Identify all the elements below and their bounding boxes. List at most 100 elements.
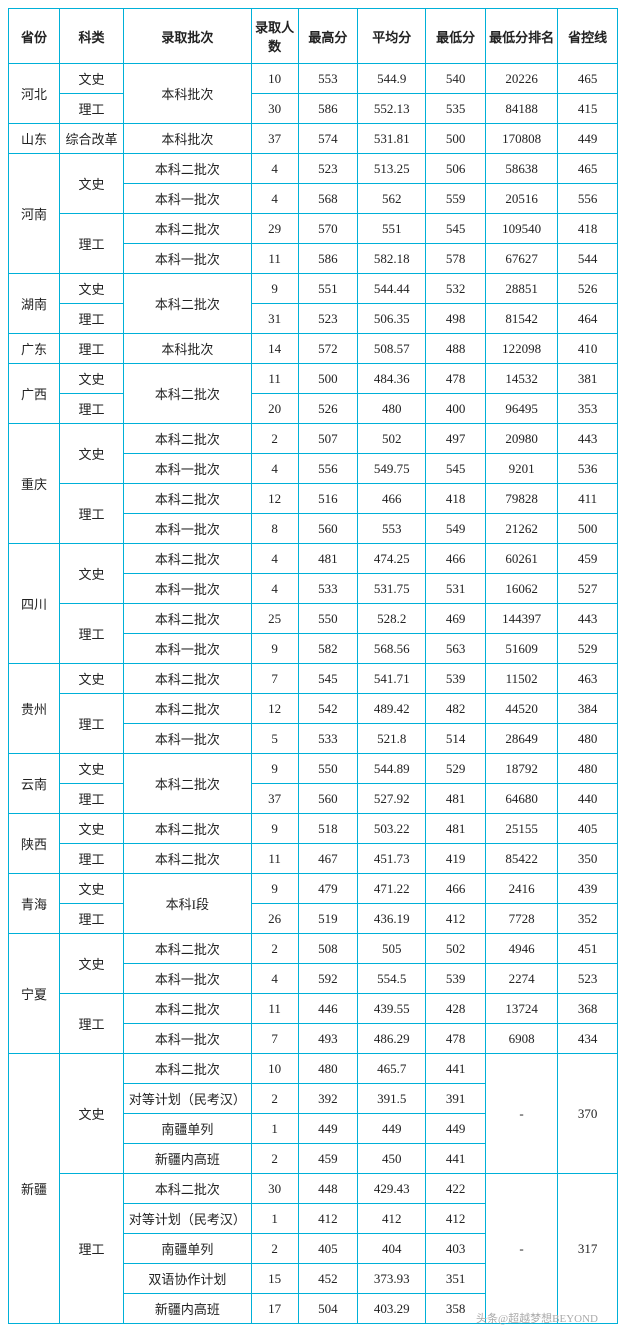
cell-count: 8	[251, 514, 298, 544]
table-row: 河南文史本科二批次4523513.2550658638465	[9, 154, 618, 184]
cell-category: 文史	[60, 874, 124, 904]
table-row: 理工本科二批次30448429.43422-317	[9, 1174, 618, 1204]
cell-low: 578	[426, 244, 486, 274]
cell-batch: 本科一批次	[123, 1024, 251, 1054]
cell-batch: 南疆单列	[123, 1234, 251, 1264]
cell-batch: 本科批次	[123, 334, 251, 364]
cell-category: 理工	[60, 904, 124, 934]
cell-count: 2	[251, 424, 298, 454]
cell-avg: 562	[358, 184, 426, 214]
cell-high: 526	[298, 394, 358, 424]
cell-high: 452	[298, 1264, 358, 1294]
cell-batch: 本科二批次	[123, 154, 251, 184]
cell-low: 545	[426, 454, 486, 484]
cell-high: 582	[298, 634, 358, 664]
cell-count: 4	[251, 964, 298, 994]
cell-high: 542	[298, 694, 358, 724]
table-row: 理工26519436.194127728352	[9, 904, 618, 934]
table-row: 四川文史本科二批次4481474.2546660261459	[9, 544, 618, 574]
cell-line: 449	[558, 124, 618, 154]
cell-count: 11	[251, 364, 298, 394]
cell-count: 2	[251, 1144, 298, 1174]
cell-batch: 本科二批次	[123, 754, 251, 814]
cell-line: 350	[558, 844, 618, 874]
cell-low: 469	[426, 604, 486, 634]
cell-low: 559	[426, 184, 486, 214]
cell-rank: 13724	[485, 994, 557, 1024]
cell-province: 贵州	[9, 664, 60, 754]
cell-count: 9	[251, 814, 298, 844]
cell-category: 理工	[60, 304, 124, 334]
cell-high: 586	[298, 94, 358, 124]
cell-low: 418	[426, 484, 486, 514]
cell-low: 563	[426, 634, 486, 664]
cell-rank: 109540	[485, 214, 557, 244]
cell-avg: 527.92	[358, 784, 426, 814]
cell-high: 533	[298, 574, 358, 604]
cell-province: 广西	[9, 364, 60, 424]
cell-count: 10	[251, 64, 298, 94]
cell-batch: 本科一批次	[123, 634, 251, 664]
cell-low: 539	[426, 664, 486, 694]
cell-category: 文史	[60, 934, 124, 994]
cell-count: 31	[251, 304, 298, 334]
cell-batch: 本科二批次	[123, 214, 251, 244]
cell-avg: 554.5	[358, 964, 426, 994]
cell-low: 428	[426, 994, 486, 1024]
cell-category: 文史	[60, 364, 124, 394]
cell-avg: 451.73	[358, 844, 426, 874]
cell-low: 478	[426, 1024, 486, 1054]
cell-count: 14	[251, 334, 298, 364]
cell-avg: 506.35	[358, 304, 426, 334]
table-row: 理工31523506.3549881542464	[9, 304, 618, 334]
cell-rank: 6908	[485, 1024, 557, 1054]
cell-avg: 541.71	[358, 664, 426, 694]
cell-batch: 本科I段	[123, 874, 251, 934]
cell-low: 481	[426, 784, 486, 814]
cell-avg: 471.22	[358, 874, 426, 904]
cell-batch: 对等计划（民考汉）	[123, 1204, 251, 1234]
cell-category: 文史	[60, 274, 124, 304]
cell-category: 理工	[60, 604, 124, 664]
cell-batch: 本科一批次	[123, 964, 251, 994]
cell-count: 4	[251, 544, 298, 574]
h-rank: 最低分排名	[485, 9, 557, 64]
cell-high: 480	[298, 1054, 358, 1084]
cell-avg: 553	[358, 514, 426, 544]
cell-count: 30	[251, 94, 298, 124]
cell-province: 陕西	[9, 814, 60, 874]
h-category: 科类	[60, 9, 124, 64]
cell-rank: 96495	[485, 394, 557, 424]
cell-count: 11	[251, 244, 298, 274]
cell-avg: 544.89	[358, 754, 426, 784]
cell-batch: 本科批次	[123, 64, 251, 124]
cell-category: 理工	[60, 994, 124, 1054]
cell-batch: 本科一批次	[123, 514, 251, 544]
cell-line: 434	[558, 1024, 618, 1054]
cell-high: 551	[298, 274, 358, 304]
cell-rank: 28649	[485, 724, 557, 754]
cell-line: 464	[558, 304, 618, 334]
cell-count: 37	[251, 784, 298, 814]
cell-low: 478	[426, 364, 486, 394]
h-avg: 平均分	[358, 9, 426, 64]
cell-line: 352	[558, 904, 618, 934]
cell-count: 7	[251, 1024, 298, 1054]
cell-avg: 439.55	[358, 994, 426, 1024]
cell-batch: 本科一批次	[123, 244, 251, 274]
cell-batch: 本科二批次	[123, 364, 251, 424]
cell-high: 519	[298, 904, 358, 934]
cell-category: 理工	[60, 694, 124, 754]
cell-avg: 513.25	[358, 154, 426, 184]
cell-rank: 21262	[485, 514, 557, 544]
cell-category: 理工	[60, 94, 124, 124]
cell-rank: 18792	[485, 754, 557, 784]
watermark: 头条@超越梦想BEYOND	[8, 1310, 618, 1326]
table-row: 理工2052648040096495353	[9, 394, 618, 424]
cell-category: 文史	[60, 544, 124, 604]
cell-rank: 2416	[485, 874, 557, 904]
cell-rank: 51609	[485, 634, 557, 664]
cell-avg: 508.57	[358, 334, 426, 364]
cell-rank: 16062	[485, 574, 557, 604]
cell-rank: 20516	[485, 184, 557, 214]
